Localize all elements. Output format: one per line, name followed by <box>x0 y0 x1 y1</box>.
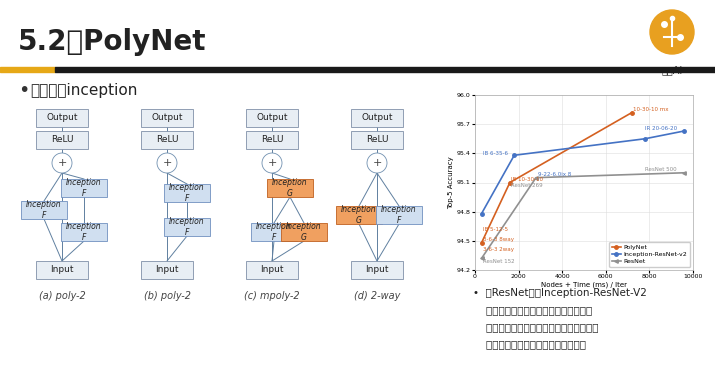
Text: ReLU: ReLU <box>156 135 178 144</box>
ResNet <box>477 256 485 261</box>
FancyBboxPatch shape <box>164 184 210 202</box>
FancyBboxPatch shape <box>246 131 298 149</box>
Circle shape <box>157 153 177 173</box>
Text: Output: Output <box>152 113 183 123</box>
Text: 9-22-6.0ix 8: 9-22-6.0ix 8 <box>538 172 571 177</box>
Text: Output: Output <box>361 113 393 123</box>
Text: 型的深度增加时，其性能增长幅度更大，: 型的深度增加时，其性能增长幅度更大， <box>473 322 598 332</box>
Text: 有三AI: 有三AI <box>661 65 683 75</box>
Text: Input: Input <box>260 265 284 274</box>
Text: Inception
G: Inception G <box>286 222 322 242</box>
Text: IB 10-30-10: IB 10-30-10 <box>511 176 543 182</box>
X-axis label: Nodes + Time (ms) / Iter: Nodes + Time (ms) / Iter <box>541 282 627 288</box>
Circle shape <box>367 153 387 173</box>
Text: (b) poly-2: (b) poly-2 <box>144 291 190 301</box>
Text: IB 5-12-5: IB 5-12-5 <box>483 227 508 232</box>
ResNet <box>532 175 541 180</box>
Text: Output: Output <box>46 113 78 123</box>
Text: (c) mpoly-2: (c) mpoly-2 <box>245 291 300 301</box>
FancyBboxPatch shape <box>246 109 298 127</box>
FancyBboxPatch shape <box>141 131 193 149</box>
Y-axis label: Top-5 Accuracy: Top-5 Accuracy <box>448 156 454 209</box>
FancyBboxPatch shape <box>36 131 88 149</box>
FancyBboxPatch shape <box>141 261 193 279</box>
Text: Inception
F: Inception F <box>66 178 102 198</box>
FancyBboxPatch shape <box>376 206 422 224</box>
Text: (a) poly-2: (a) poly-2 <box>39 291 85 301</box>
Text: +: + <box>373 158 382 168</box>
FancyBboxPatch shape <box>336 206 382 224</box>
FancyBboxPatch shape <box>281 223 327 241</box>
Line: PolyNet: PolyNet <box>480 111 633 245</box>
Text: Inception
F: Inception F <box>169 217 204 237</box>
PolyNet <box>506 180 514 185</box>
Text: ReLU: ReLU <box>366 135 388 144</box>
Text: •  与ResNet以及Inception-ResNet-V2: • 与ResNet以及Inception-ResNet-V2 <box>473 288 647 298</box>
Text: (d) 2-way: (d) 2-way <box>354 291 400 301</box>
FancyBboxPatch shape <box>36 109 88 127</box>
ResNet <box>680 170 689 175</box>
Line: ResNet: ResNet <box>480 171 686 260</box>
Text: Output: Output <box>256 113 287 123</box>
Text: 更复杂的inception: 更复杂的inception <box>30 82 137 98</box>
Text: IR 20-06-20: IR 20-06-20 <box>645 126 677 131</box>
FancyBboxPatch shape <box>36 261 88 279</box>
Bar <box>0 67 55 72</box>
FancyBboxPatch shape <box>251 223 297 241</box>
Bar <box>55 67 715 72</box>
Inception-ResNet-v2 <box>680 128 689 133</box>
Text: Inception
G: Inception G <box>341 205 377 225</box>
Text: Inception
G: Inception G <box>272 178 308 198</box>
Text: 3-6-3 2way: 3-6-3 2way <box>483 247 514 252</box>
FancyBboxPatch shape <box>351 109 403 127</box>
FancyBboxPatch shape <box>141 109 193 127</box>
FancyBboxPatch shape <box>61 179 107 197</box>
FancyBboxPatch shape <box>351 261 403 279</box>
Circle shape <box>262 153 282 173</box>
Text: +: + <box>57 158 66 168</box>
Text: Inception
F: Inception F <box>381 205 417 225</box>
Text: ReLU: ReLU <box>261 135 283 144</box>
Text: 10-30-10 mx: 10-30-10 mx <box>633 106 669 111</box>
Text: Inception
F: Inception F <box>66 222 102 242</box>
Text: Input: Input <box>50 265 74 274</box>
Text: 5.2、PolyNet: 5.2、PolyNet <box>18 28 207 56</box>
Text: 这带来了继续增加模型性能的可能。: 这带来了继续增加模型性能的可能。 <box>473 339 586 349</box>
Text: ReLU: ReLU <box>51 135 73 144</box>
Line: Inception-ResNet-v2: Inception-ResNet-v2 <box>480 129 686 215</box>
Text: Input: Input <box>155 265 179 274</box>
Text: +: + <box>267 158 277 168</box>
Legend: PolyNet, Inception-ResNet-v2, ResNet: PolyNet, Inception-ResNet-v2, ResNet <box>609 242 690 267</box>
Text: Inception
F: Inception F <box>256 222 292 242</box>
FancyBboxPatch shape <box>246 261 298 279</box>
Text: Inception
F: Inception F <box>26 200 61 220</box>
PolyNet <box>477 240 485 245</box>
FancyBboxPatch shape <box>351 131 403 149</box>
Text: Input: Input <box>365 265 389 274</box>
Text: 3-6-3 8way: 3-6-3 8way <box>483 237 514 242</box>
Text: •: • <box>18 80 29 99</box>
FancyBboxPatch shape <box>61 223 107 241</box>
Text: 相比的确有性能增长，更重要的是当模: 相比的确有性能增长，更重要的是当模 <box>473 305 592 315</box>
Text: IB 6-35-6: IB 6-35-6 <box>483 151 508 156</box>
Text: Inception
F: Inception F <box>169 183 204 203</box>
Text: ResNet 500: ResNet 500 <box>645 167 676 172</box>
PolyNet <box>628 110 636 115</box>
Circle shape <box>52 153 72 173</box>
FancyBboxPatch shape <box>164 218 210 236</box>
Circle shape <box>650 10 694 54</box>
FancyBboxPatch shape <box>267 179 313 197</box>
Inception-ResNet-v2 <box>641 137 649 141</box>
Inception-ResNet-v2 <box>510 153 518 158</box>
Text: ResNet 152: ResNet 152 <box>483 259 515 264</box>
FancyBboxPatch shape <box>21 201 67 219</box>
Text: +: + <box>162 158 172 168</box>
Text: ResNet 269: ResNet 269 <box>511 183 543 188</box>
Inception-ResNet-v2 <box>477 211 485 216</box>
